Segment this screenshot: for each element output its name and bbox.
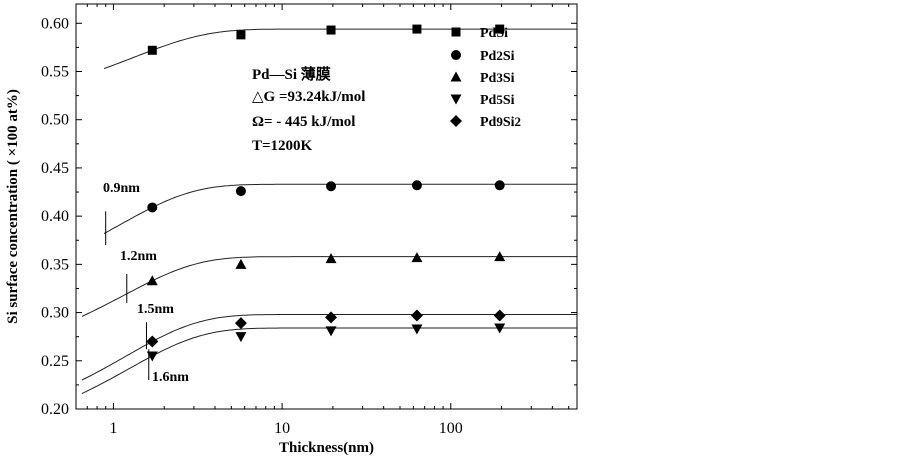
y-tick-label: 0.55 bbox=[41, 64, 69, 81]
legend-item: PdSi bbox=[451, 26, 508, 41]
legend-label: Pd2Si bbox=[480, 48, 515, 64]
y-tick-label: 0.30 bbox=[41, 305, 69, 322]
legend-label: Pd5Si bbox=[480, 92, 515, 108]
y-axis-ticks: 0.20 0.25 0.30 0.35 0.40 0.45 0.50 0.55 0.60 bbox=[41, 15, 577, 418]
thickness-labels: 0.9nm 1.2nm 1.5nm 1.6nm bbox=[103, 181, 189, 385]
legend-item: Pd9Si2 bbox=[450, 114, 521, 130]
y-tick-label: 0.50 bbox=[41, 112, 69, 129]
data-point bbox=[451, 50, 461, 60]
thickness-label: 1.5nm bbox=[137, 302, 174, 317]
data-point bbox=[146, 351, 158, 362]
legend: PdSi Pd2Si Pd3Si Pd5Si Pd9Si2 bbox=[450, 26, 521, 130]
data-point bbox=[235, 186, 246, 197]
legend-item: Pd3Si bbox=[450, 70, 515, 86]
data-point bbox=[326, 25, 336, 35]
y-tick-label: 0.25 bbox=[41, 353, 69, 370]
data-point bbox=[411, 180, 422, 191]
annotation-delta-g: △G =93.24kJ/mol bbox=[252, 89, 365, 105]
x-axis-title: Thickness(nm) bbox=[279, 440, 374, 456]
data-point bbox=[147, 45, 157, 55]
annotation-omega: Ω= - 445 kJ/mol bbox=[252, 114, 355, 130]
data-point bbox=[325, 326, 337, 337]
y-tick-label: 0.40 bbox=[41, 208, 69, 225]
data-point bbox=[450, 115, 462, 127]
data-point bbox=[451, 27, 461, 37]
legend-label: Pd3Si bbox=[480, 70, 515, 86]
y-tick-label: 0.60 bbox=[41, 15, 69, 32]
data-point bbox=[450, 71, 462, 82]
data-point bbox=[494, 251, 506, 262]
data-point bbox=[146, 275, 158, 286]
data-point bbox=[235, 258, 247, 269]
plot-frame bbox=[75, 3, 578, 410]
data-point bbox=[450, 94, 462, 105]
data-point bbox=[411, 324, 423, 335]
data-point bbox=[234, 317, 247, 330]
data-point bbox=[494, 323, 506, 334]
data-point bbox=[495, 24, 505, 34]
legend-item: Pd2Si bbox=[451, 48, 515, 64]
data-point bbox=[493, 309, 506, 322]
y-tick-label: 0.35 bbox=[41, 256, 69, 273]
y-tick-label: 0.45 bbox=[41, 160, 69, 177]
data-point bbox=[325, 311, 338, 324]
data-point bbox=[325, 253, 337, 264]
data-points bbox=[146, 24, 506, 362]
data-point bbox=[146, 335, 159, 348]
annotation-block: Pd—Si 薄膜 △G =93.24kJ/mol Ω= - 445 kJ/mol… bbox=[252, 65, 365, 154]
fit-curve bbox=[103, 183, 577, 234]
legend-label: PdSi bbox=[480, 26, 508, 41]
y-tick-label: 0.20 bbox=[41, 401, 69, 418]
data-point bbox=[326, 181, 337, 192]
annotation-temperature: T=1200K bbox=[252, 138, 313, 154]
thickness-label: 1.6nm bbox=[152, 370, 189, 385]
data-point bbox=[147, 202, 158, 213]
y-axis-title: Si surface concentration ( ×100 at%) bbox=[5, 89, 21, 324]
data-point bbox=[235, 332, 247, 343]
thickness-markers bbox=[105, 211, 150, 381]
data-point bbox=[412, 24, 422, 34]
x-tick-label: 100 bbox=[439, 420, 463, 437]
data-point bbox=[236, 30, 246, 40]
x-axis-ticks: 1 10 100 bbox=[75, 4, 570, 437]
data-point bbox=[494, 180, 505, 191]
x-tick-label: 1 bbox=[109, 420, 117, 437]
data-point bbox=[410, 309, 423, 322]
x-tick-label: 10 bbox=[274, 420, 290, 437]
legend-item: Pd5Si bbox=[450, 92, 515, 108]
annotation-system: Pd—Si 薄膜 bbox=[252, 65, 331, 83]
legend-label: Pd9Si2 bbox=[480, 114, 521, 130]
thickness-label: 0.9nm bbox=[103, 181, 140, 196]
thickness-label: 1.2nm bbox=[120, 249, 157, 264]
data-point bbox=[411, 252, 423, 263]
